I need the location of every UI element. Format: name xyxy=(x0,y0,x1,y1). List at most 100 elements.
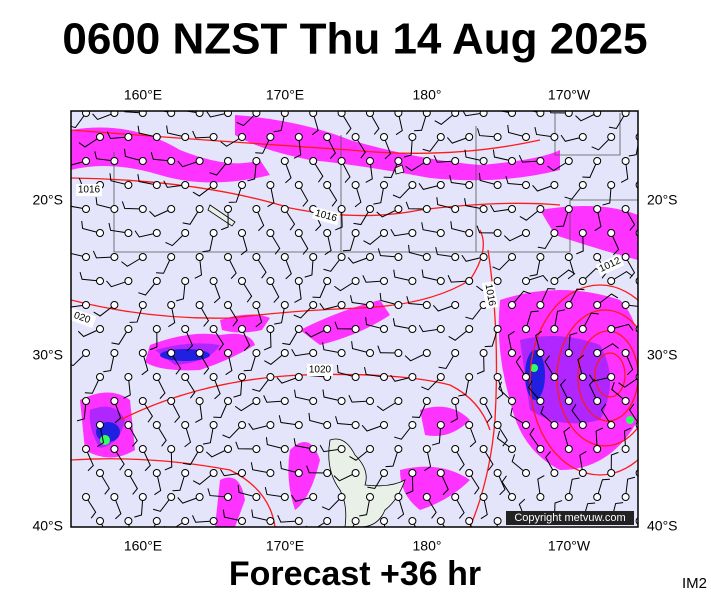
station xyxy=(607,325,616,333)
barb xyxy=(264,487,285,498)
station xyxy=(394,111,403,117)
station xyxy=(436,133,445,141)
station xyxy=(138,111,147,117)
station xyxy=(607,277,616,285)
station xyxy=(323,517,332,525)
barb xyxy=(192,130,214,139)
station xyxy=(508,301,516,309)
barb xyxy=(594,208,602,232)
station xyxy=(380,373,388,381)
barb xyxy=(291,348,314,357)
barb xyxy=(625,256,636,279)
barb xyxy=(507,124,527,138)
station xyxy=(593,301,602,309)
lon-label: 180° xyxy=(413,538,442,554)
barb xyxy=(579,450,587,474)
barb xyxy=(461,254,484,262)
station xyxy=(380,277,388,285)
barb xyxy=(243,352,257,372)
barb xyxy=(596,293,619,306)
barb xyxy=(154,472,162,496)
barb xyxy=(236,112,257,127)
station xyxy=(138,301,147,309)
barb xyxy=(252,376,271,392)
station xyxy=(351,373,360,381)
station xyxy=(82,253,90,261)
station xyxy=(635,181,638,189)
barb xyxy=(267,184,275,208)
station xyxy=(422,493,431,501)
station xyxy=(209,325,218,333)
barb xyxy=(234,400,257,412)
station xyxy=(280,111,289,117)
barb xyxy=(156,376,166,399)
barb xyxy=(209,160,229,176)
barb xyxy=(199,352,210,375)
station xyxy=(96,325,104,333)
station xyxy=(522,421,530,429)
lat-label: 40°S xyxy=(32,518,63,534)
station xyxy=(508,349,516,357)
barb xyxy=(465,304,484,320)
station xyxy=(110,157,119,165)
station xyxy=(209,373,218,381)
station xyxy=(366,493,374,501)
barb xyxy=(379,292,399,306)
barb xyxy=(394,424,413,440)
barb xyxy=(563,426,571,450)
barb xyxy=(308,412,328,426)
barb xyxy=(610,270,633,282)
station xyxy=(465,277,474,285)
barb xyxy=(113,448,125,471)
barb xyxy=(576,232,584,255)
station xyxy=(621,397,630,405)
station xyxy=(138,445,147,453)
station xyxy=(96,229,104,237)
station xyxy=(110,301,119,309)
station xyxy=(451,445,460,453)
station xyxy=(422,111,431,117)
station xyxy=(124,229,133,237)
barb xyxy=(492,256,513,271)
barb xyxy=(293,136,302,159)
barb xyxy=(618,377,638,388)
copyright: Copyright metvuw.com xyxy=(514,512,625,524)
barb xyxy=(251,509,271,522)
station xyxy=(522,469,530,477)
barb xyxy=(418,324,441,333)
barb xyxy=(103,352,115,373)
barb xyxy=(628,142,638,157)
lon-label: 160°E xyxy=(124,538,162,554)
barb xyxy=(568,477,580,498)
station xyxy=(493,277,502,285)
barb xyxy=(496,430,513,450)
station xyxy=(578,133,587,141)
station xyxy=(508,111,516,117)
barb xyxy=(142,448,151,472)
station xyxy=(82,493,90,501)
station xyxy=(621,205,630,213)
station xyxy=(522,277,530,285)
station xyxy=(152,469,161,477)
barb xyxy=(149,328,158,351)
barb xyxy=(304,256,314,278)
wind-barbs xyxy=(71,111,646,527)
barb xyxy=(639,452,646,473)
station xyxy=(252,253,261,261)
station xyxy=(82,157,90,165)
station xyxy=(124,469,133,477)
station xyxy=(167,349,176,357)
barb xyxy=(71,160,87,166)
barb xyxy=(213,280,221,304)
station xyxy=(451,301,460,309)
station xyxy=(323,229,332,237)
barb xyxy=(335,416,356,426)
barb xyxy=(71,304,87,308)
barb xyxy=(446,136,470,144)
station xyxy=(479,349,488,357)
barb xyxy=(233,376,243,398)
station xyxy=(366,157,374,165)
barb xyxy=(532,184,555,192)
station xyxy=(181,517,190,525)
station xyxy=(309,157,318,165)
